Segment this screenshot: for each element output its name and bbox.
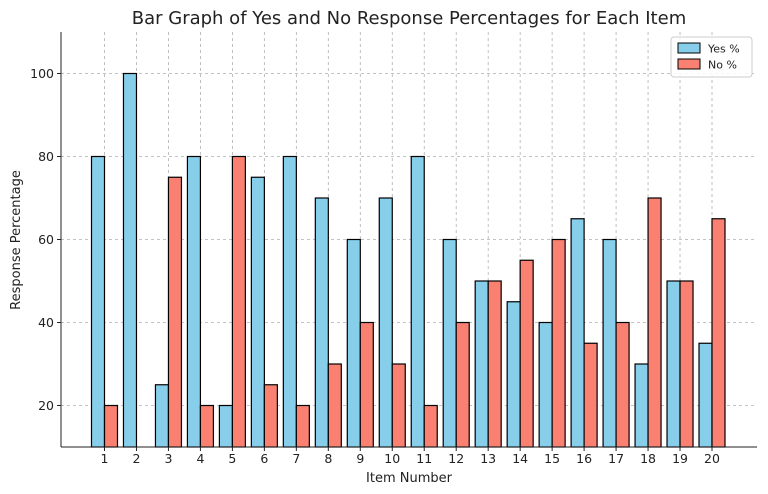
bar-no	[391, 363, 406, 448]
bar-yes	[506, 301, 521, 448]
bars	[90, 72, 726, 448]
bar-yes	[698, 342, 713, 448]
bar-yes	[602, 238, 617, 448]
x-tick-label: 19	[672, 451, 688, 466]
legend-label: Yes %	[707, 43, 740, 56]
x-tick-label: 11	[416, 451, 432, 466]
x-tick-label: 8	[324, 451, 332, 466]
x-tick-label: 1	[101, 451, 109, 466]
y-tick-label: 60	[38, 232, 54, 247]
bar-yes	[346, 238, 361, 448]
bar-yes	[666, 280, 681, 448]
x-tick-label: 17	[608, 451, 624, 466]
bar-no	[295, 404, 310, 448]
x-tick-label: 10	[384, 451, 400, 466]
y-tick-label: 100	[30, 66, 54, 81]
x-tick-label: 9	[356, 451, 364, 466]
bar-yes	[410, 155, 425, 448]
bar-no	[199, 404, 215, 448]
y-tick-label: 20	[38, 398, 54, 413]
legend-swatch	[677, 58, 701, 70]
bar-yes	[314, 197, 329, 448]
bar-no	[167, 176, 183, 448]
x-tick-label: 16	[576, 451, 592, 466]
bar-yes	[378, 197, 393, 448]
x-axis-label: Item Number	[366, 471, 453, 486]
x-tick-label: 4	[196, 451, 204, 466]
bar-no	[583, 342, 598, 448]
chart-title: Bar Graph of Yes and No Response Percent…	[132, 8, 686, 29]
y-tick-label: 40	[38, 315, 54, 330]
bar-yes	[90, 155, 106, 448]
bar-no	[327, 363, 342, 448]
x-tick-label: 3	[164, 451, 172, 466]
bar-no	[103, 404, 119, 448]
bar-yes	[282, 155, 297, 448]
legend-swatch	[677, 42, 701, 54]
y-axis-label: Response Percentage	[9, 170, 24, 310]
bar-no	[455, 321, 470, 448]
bar-yes	[474, 280, 489, 448]
bar-no	[231, 155, 246, 448]
x-tick-label: 5	[228, 451, 236, 466]
bar-yes	[186, 155, 202, 448]
legend: Yes % No %	[670, 36, 753, 78]
bar-yes	[570, 218, 585, 448]
x-tick-label: 14	[512, 451, 528, 466]
bar-no	[263, 384, 278, 448]
x-tick-label: 18	[640, 451, 656, 466]
bar-yes	[154, 384, 170, 448]
bar-no	[711, 218, 726, 448]
bar-yes	[218, 404, 233, 448]
bar-no	[551, 238, 566, 448]
x-tick-label: 15	[544, 451, 560, 466]
bar-yes	[122, 72, 138, 448]
x-tick-label: 20	[704, 451, 720, 466]
legend-label: No %	[708, 59, 737, 72]
bar-yes	[250, 176, 265, 448]
bar-yes	[538, 321, 553, 448]
x-tick-label: 12	[448, 451, 464, 466]
axes	[57, 32, 757, 451]
bar-no	[615, 321, 630, 448]
bar-no	[519, 259, 534, 448]
bar-no	[679, 280, 694, 448]
x-tick-label: 6	[260, 451, 268, 466]
y-tick-label: 80	[38, 149, 54, 164]
bar-no	[647, 197, 662, 448]
bar-yes	[442, 238, 457, 448]
x-tick-label: 13	[480, 451, 496, 466]
bar-no	[487, 280, 502, 448]
x-tick-label: 2	[132, 451, 140, 466]
bar-no	[359, 321, 374, 448]
bar-no	[423, 404, 438, 448]
bar-yes	[634, 363, 649, 448]
x-tick-label: 7	[292, 451, 300, 466]
